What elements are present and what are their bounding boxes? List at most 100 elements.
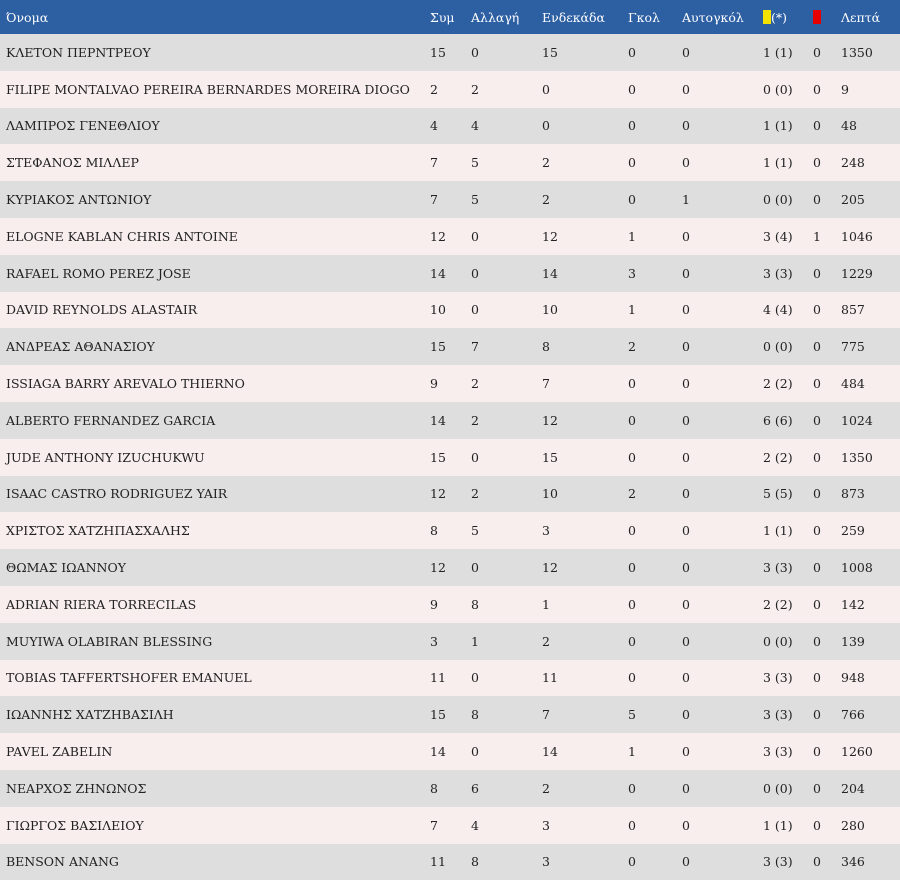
player-name[interactable]: JUDE ANTHONY IZUCHUKWU: [6, 449, 205, 465]
table-row: ELOGNE KABLAN CHRIS ANTOINE 12 0 12 1 0 3 (4) 1…: [0, 217, 900, 255]
own-goals-cell: 0: [682, 633, 690, 649]
table-row: ALBERTO FERNANDEZ GARCIA 14 2 12 0 0 6 (6) 0 102…: [0, 401, 900, 439]
player-name[interactable]: ΚΛΕΤΟΝ ΠΕΡΝΤΡΕΟΥ: [6, 44, 151, 60]
own-goals-cell: 0: [682, 744, 690, 760]
player-name[interactable]: ELOGNE KABLAN CHRIS ANTOINE: [6, 228, 238, 244]
apps-cell: 14: [430, 412, 446, 428]
player-name[interactable]: ADRIAN RIERA TORRECILAS: [6, 596, 197, 612]
red-cards-cell: 0: [813, 265, 821, 281]
header-minutes[interactable]: Λεπτά: [841, 9, 881, 25]
starts-cell: 3: [542, 523, 550, 539]
player-name[interactable]: ISAAC CASTRO RODRIGUEZ YAIR: [6, 486, 228, 502]
table-header-row: Όνομα Συμ Αλλαγή Ενδεκάδα Γκολ Αυτογκόλ …: [0, 0, 900, 34]
goals-cell: 5: [628, 707, 636, 723]
starts-cell: 0: [542, 118, 550, 134]
table-row: ΚΛΕΤΟΝ ΠΕΡΝΤΡΕΟΥ 15 0 15 0 0 1 (1) 0 1350: [0, 34, 900, 71]
minutes-cell: 9: [841, 81, 849, 97]
subs-cell: 0: [471, 265, 479, 281]
player-name[interactable]: ΙΩΑΝΝΗΣ ΧΑΤΖΗΒΑΣΙΛΗ: [6, 707, 174, 723]
own-goals-cell: 0: [682, 302, 690, 318]
apps-cell: 15: [430, 449, 446, 465]
goals-cell: 0: [628, 376, 636, 392]
player-name[interactable]: FILIPE MONTALVAO PEREIRA BERNARDES MOREI…: [6, 81, 410, 97]
player-name[interactable]: ΧΡΙΣΤΟΣ ΧΑΤΖΗΠΑΣΧΑΛΗΣ: [6, 523, 190, 539]
starts-cell: 7: [542, 707, 550, 723]
goals-cell: 0: [628, 44, 636, 60]
starts-cell: 15: [542, 44, 558, 60]
player-name[interactable]: DAVID REYNOLDS ALASTAIR: [6, 302, 198, 318]
header-name[interactable]: Όνομα: [6, 9, 49, 25]
starts-cell: 8: [542, 339, 550, 355]
minutes-cell: 1260: [841, 744, 873, 760]
own-goals-cell: 0: [682, 523, 690, 539]
header-goals[interactable]: Γκολ: [628, 9, 660, 25]
red-cards-cell: 0: [813, 670, 821, 686]
subs-cell: 0: [471, 449, 479, 465]
header-apps[interactable]: Συμ: [430, 9, 455, 25]
own-goals-cell: 0: [682, 376, 690, 392]
subs-cell: 5: [471, 523, 479, 539]
red-cards-cell: 0: [813, 744, 821, 760]
player-name[interactable]: ΝΕΑΡΧΟΣ ΖΗΝΩΝΟΣ: [6, 780, 147, 796]
header-subs[interactable]: Αλλαγή: [471, 9, 520, 25]
minutes-cell: 280: [841, 817, 865, 833]
player-name[interactable]: ΛΑΜΠΡΟΣ ΓΕΝΕΘΛΙΟΥ: [6, 118, 160, 134]
table-row: PAVEL ZABELIN 14 0 14 1 0 3 (3) 0 1260: [0, 733, 900, 770]
yellow-cards-cell: 0 (0): [763, 780, 793, 796]
minutes-cell: 139: [841, 633, 865, 649]
table-body: ΚΛΕΤΟΝ ΠΕΡΝΤΡΕΟΥ 15 0 15 0 0 1 (1) 0 1 3 5 0 FILIPE …: [0, 34, 900, 880]
goals-cell: 0: [628, 670, 636, 686]
header-red-cards[interactable]: [807, 0, 835, 34]
red-card-icon: [813, 9, 821, 24]
starts-cell: 11: [542, 670, 558, 686]
yellow-cards-cell: 2 (2): [763, 596, 793, 612]
yellow-cards-cell: 3 (4): [763, 228, 793, 244]
red-cards-cell: 0: [813, 596, 821, 612]
yellow-cards-cell: 3 (3): [763, 560, 793, 576]
apps-cell: 8: [430, 523, 438, 539]
yellow-cards-cell: 3 (3): [763, 744, 793, 760]
starts-cell: 2: [542, 780, 550, 796]
subs-cell: 8: [471, 596, 479, 612]
player-name[interactable]: ΑΝΔΡΕΑΣ ΑΘΑΝΑΣΙΟΥ: [6, 339, 155, 355]
goals-cell: 0: [628, 155, 636, 171]
red-cards-cell: 0: [813, 560, 821, 576]
apps-cell: 9: [430, 596, 438, 612]
subs-cell: 1: [471, 633, 479, 649]
player-name[interactable]: ΚΥΡΙΑΚΟΣ ΑΝΤΩΝΙΟΥ: [6, 192, 152, 208]
yellow-cards-cell: 3 (3): [763, 707, 793, 723]
player-name[interactable]: ΣΤΕΦΑΝΟΣ ΜΙΛΛΕΡ: [6, 155, 139, 171]
header-own-goals[interactable]: Αυτογκόλ: [682, 9, 744, 25]
goals-cell: 0: [628, 523, 636, 539]
starts-cell: 10: [542, 486, 558, 502]
table-row: ΙΩΑΝΝΗΣ ΧΑΤΖΗΒΑΣΙΛΗ 15 8 7 5 0 3 (3) 0 766: [0, 696, 900, 734]
yellow-cards-cell: 6 (6): [763, 412, 793, 428]
player-name[interactable]: PAVEL ZABELIN: [6, 744, 113, 760]
own-goals-cell: 0: [682, 780, 690, 796]
yellow-card-icon: [763, 9, 771, 24]
goals-cell: 0: [628, 192, 636, 208]
player-name[interactable]: RAFAEL ROMO PEREZ JOSE: [6, 265, 191, 281]
header-yellow-cards[interactable]: (*): [757, 0, 807, 34]
starts-cell: 3: [542, 854, 550, 870]
minutes-cell: 346: [841, 854, 865, 870]
goals-cell: 2: [628, 486, 636, 502]
header-starts[interactable]: Ενδεκάδα: [542, 9, 605, 25]
player-name[interactable]: ΘΩΜΑΣ ΙΩΑΝΝΟΥ: [6, 560, 126, 576]
red-cards-cell: 0: [813, 486, 821, 502]
player-name[interactable]: ΓΙΩΡΓΟΣ ΒΑΣΙΛΕΙΟΥ: [6, 817, 144, 833]
player-name[interactable]: ISSIAGA BARRY AREVALO THIERNO: [6, 376, 245, 392]
own-goals-cell: 0: [682, 670, 690, 686]
red-cards-cell: 0: [813, 854, 821, 870]
yellow-cards-cell: 0 (0): [763, 339, 793, 355]
starts-cell: 12: [542, 560, 558, 576]
player-name[interactable]: MUYIWA OLABIRAN BLESSING: [6, 633, 213, 649]
starts-cell: 12: [542, 228, 558, 244]
yellow-cards-cell: 1 (1): [763, 118, 793, 134]
player-name[interactable]: BENSON ANANG: [6, 854, 119, 870]
player-name[interactable]: ALBERTO FERNANDEZ GARCIA: [6, 412, 216, 428]
subs-cell: 2: [471, 412, 479, 428]
minutes-cell: 205: [841, 192, 865, 208]
own-goals-cell: 0: [682, 854, 690, 870]
player-name[interactable]: TOBIAS TAFFERTSHOFER EMANUEL: [6, 670, 252, 686]
